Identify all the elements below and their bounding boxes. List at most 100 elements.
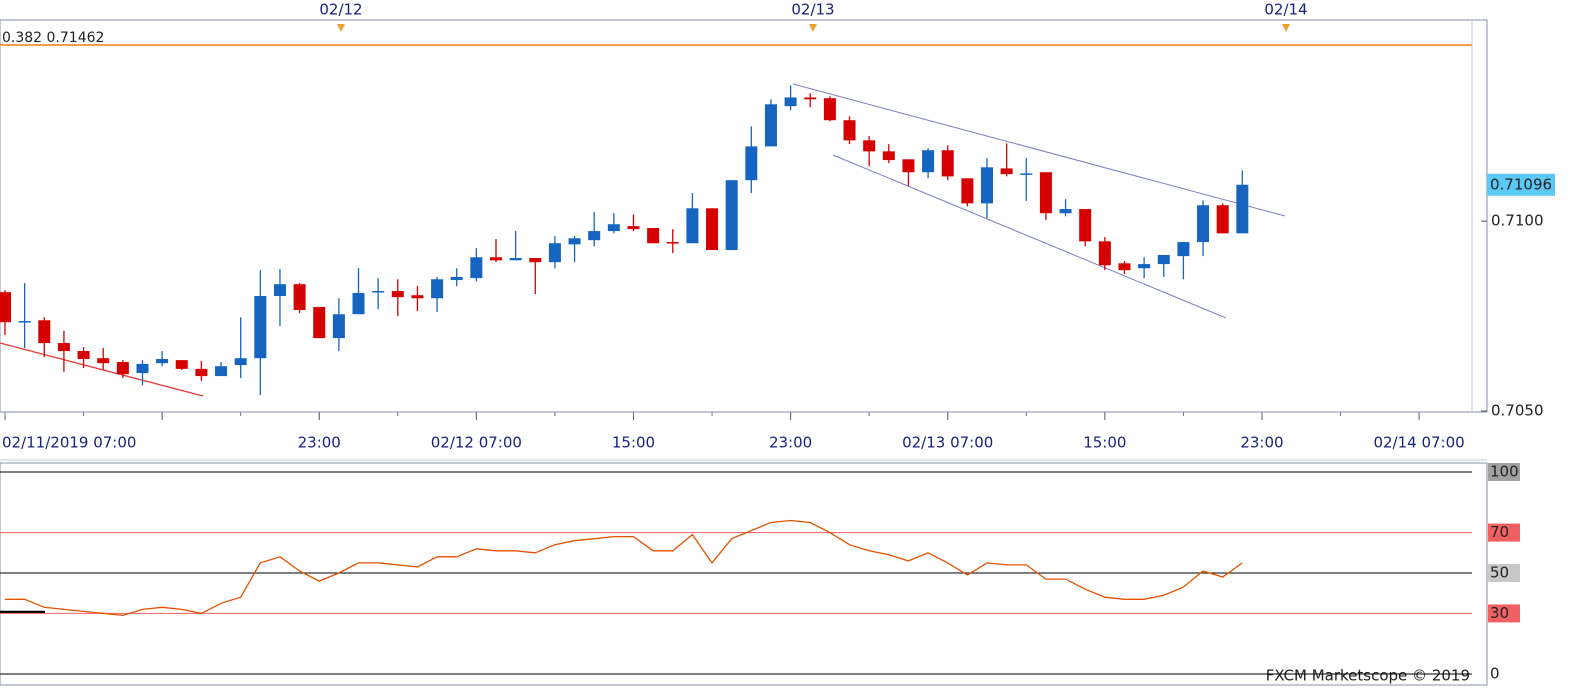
price-panel — [0, 19, 1488, 413]
candle-body — [1098, 241, 1111, 266]
candle-body — [922, 150, 935, 173]
candle-body — [57, 343, 70, 352]
watermark: FXCM Marketscope © 2019 — [1266, 667, 1470, 685]
candle-body — [77, 351, 90, 359]
candle-body — [607, 224, 620, 232]
y-tick-box — [1488, 463, 1520, 481]
candle-body — [548, 243, 561, 263]
date-markers: 02/12 02/13 02/14 — [319, 1, 1308, 32]
trendline — [832, 154, 1227, 319]
y-tick-box — [1488, 604, 1520, 623]
x-tick-label: 15:00 — [1083, 434, 1126, 452]
candle-body — [509, 258, 522, 261]
candle-body — [647, 228, 660, 244]
date-marker-arrow — [1282, 24, 1290, 32]
candle-body — [823, 98, 836, 121]
candle-body — [1000, 168, 1013, 175]
candle-body — [1059, 209, 1072, 214]
candle-body — [1236, 184, 1249, 234]
candle-body — [941, 150, 954, 177]
candle-body — [1138, 264, 1151, 269]
y-tick-box — [1488, 564, 1520, 582]
candle-body — [1157, 254, 1170, 265]
candle-body — [391, 291, 404, 298]
candle-body — [804, 97, 817, 100]
last-price-label: 0.71096 — [1490, 175, 1552, 193]
last-price-box — [1487, 173, 1555, 196]
x-tick-label: 02/14 07:00 — [1373, 434, 1464, 452]
candle-body — [490, 257, 502, 261]
candle-body — [568, 238, 581, 245]
candle-body — [764, 104, 777, 147]
candle-body — [372, 291, 385, 293]
y-tick-label: 70 — [1490, 523, 1509, 541]
candle-body — [411, 295, 424, 299]
candle-body — [254, 295, 267, 359]
x-tick-label: 23:00 — [1240, 434, 1283, 452]
fib-label: 0.382 0.71462 — [2, 30, 104, 46]
candle-body — [1039, 172, 1052, 214]
x-tick-label: 23:00 — [769, 434, 812, 452]
candle-body — [529, 258, 542, 263]
candle-body — [706, 208, 719, 251]
candle-body — [1079, 209, 1092, 242]
x-tick-label: 02/11/2019 07:00 — [2, 434, 136, 452]
rsi-panel — [0, 462, 1488, 686]
candle-body — [1177, 242, 1190, 257]
x-tick-label: 15:00 — [612, 434, 655, 452]
candle-body — [1118, 263, 1131, 271]
candle-body — [431, 279, 444, 299]
candle-body — [1216, 205, 1229, 234]
candle-body — [882, 151, 895, 161]
candle-body — [175, 360, 188, 369]
candle-body — [293, 284, 306, 311]
x-tick-label: 02/12 07:00 — [431, 434, 522, 452]
y-tick-label: 30 — [1490, 604, 1509, 622]
candle-body — [313, 306, 326, 339]
candle-body — [666, 242, 679, 244]
candle-body — [215, 366, 228, 377]
candle-body — [1197, 205, 1210, 243]
candle-body — [863, 140, 876, 152]
candle-body — [18, 321, 31, 323]
candle-body — [136, 363, 149, 374]
candle-body — [156, 358, 169, 364]
y-tick-label: 0.7050 — [1491, 402, 1544, 420]
candle-body — [902, 159, 915, 173]
candle-body — [745, 146, 758, 181]
candle-body — [97, 358, 110, 364]
y-tick-label: 100 — [1490, 463, 1519, 481]
trendline — [792, 83, 1286, 217]
candle-body — [352, 292, 365, 315]
candle-body — [450, 276, 463, 281]
candle-body — [686, 208, 699, 244]
candle-body — [116, 362, 129, 375]
rsi-line — [5, 519, 1243, 617]
candle-body — [273, 284, 286, 296]
candle-body — [0, 292, 11, 323]
candle-body — [588, 231, 601, 241]
date-marker: 02/13 — [791, 1, 834, 19]
candle-body — [784, 97, 797, 107]
candle-body — [961, 178, 974, 204]
candle-body — [843, 120, 856, 141]
candle-body — [332, 314, 345, 339]
y-tick-box — [1488, 523, 1520, 542]
candle-body — [1020, 173, 1033, 175]
date-marker: 02/14 — [1264, 1, 1307, 19]
trendline — [0, 342, 204, 397]
date-marker-arrow — [809, 24, 817, 32]
candle-body — [470, 257, 483, 279]
candle-body — [234, 358, 247, 366]
candle-body — [725, 180, 738, 251]
x-tick-label: 02/13 07:00 — [902, 434, 993, 452]
x-tick-label: 23:00 — [298, 434, 341, 452]
candle-body — [627, 226, 640, 230]
trendlines — [0, 83, 1286, 397]
y-tick-label: 0.7100 — [1491, 212, 1544, 230]
y-tick-label: 0 — [1490, 665, 1500, 683]
y-tick-label: 50 — [1490, 564, 1509, 582]
candles — [0, 85, 1249, 396]
candle-body — [195, 368, 208, 377]
